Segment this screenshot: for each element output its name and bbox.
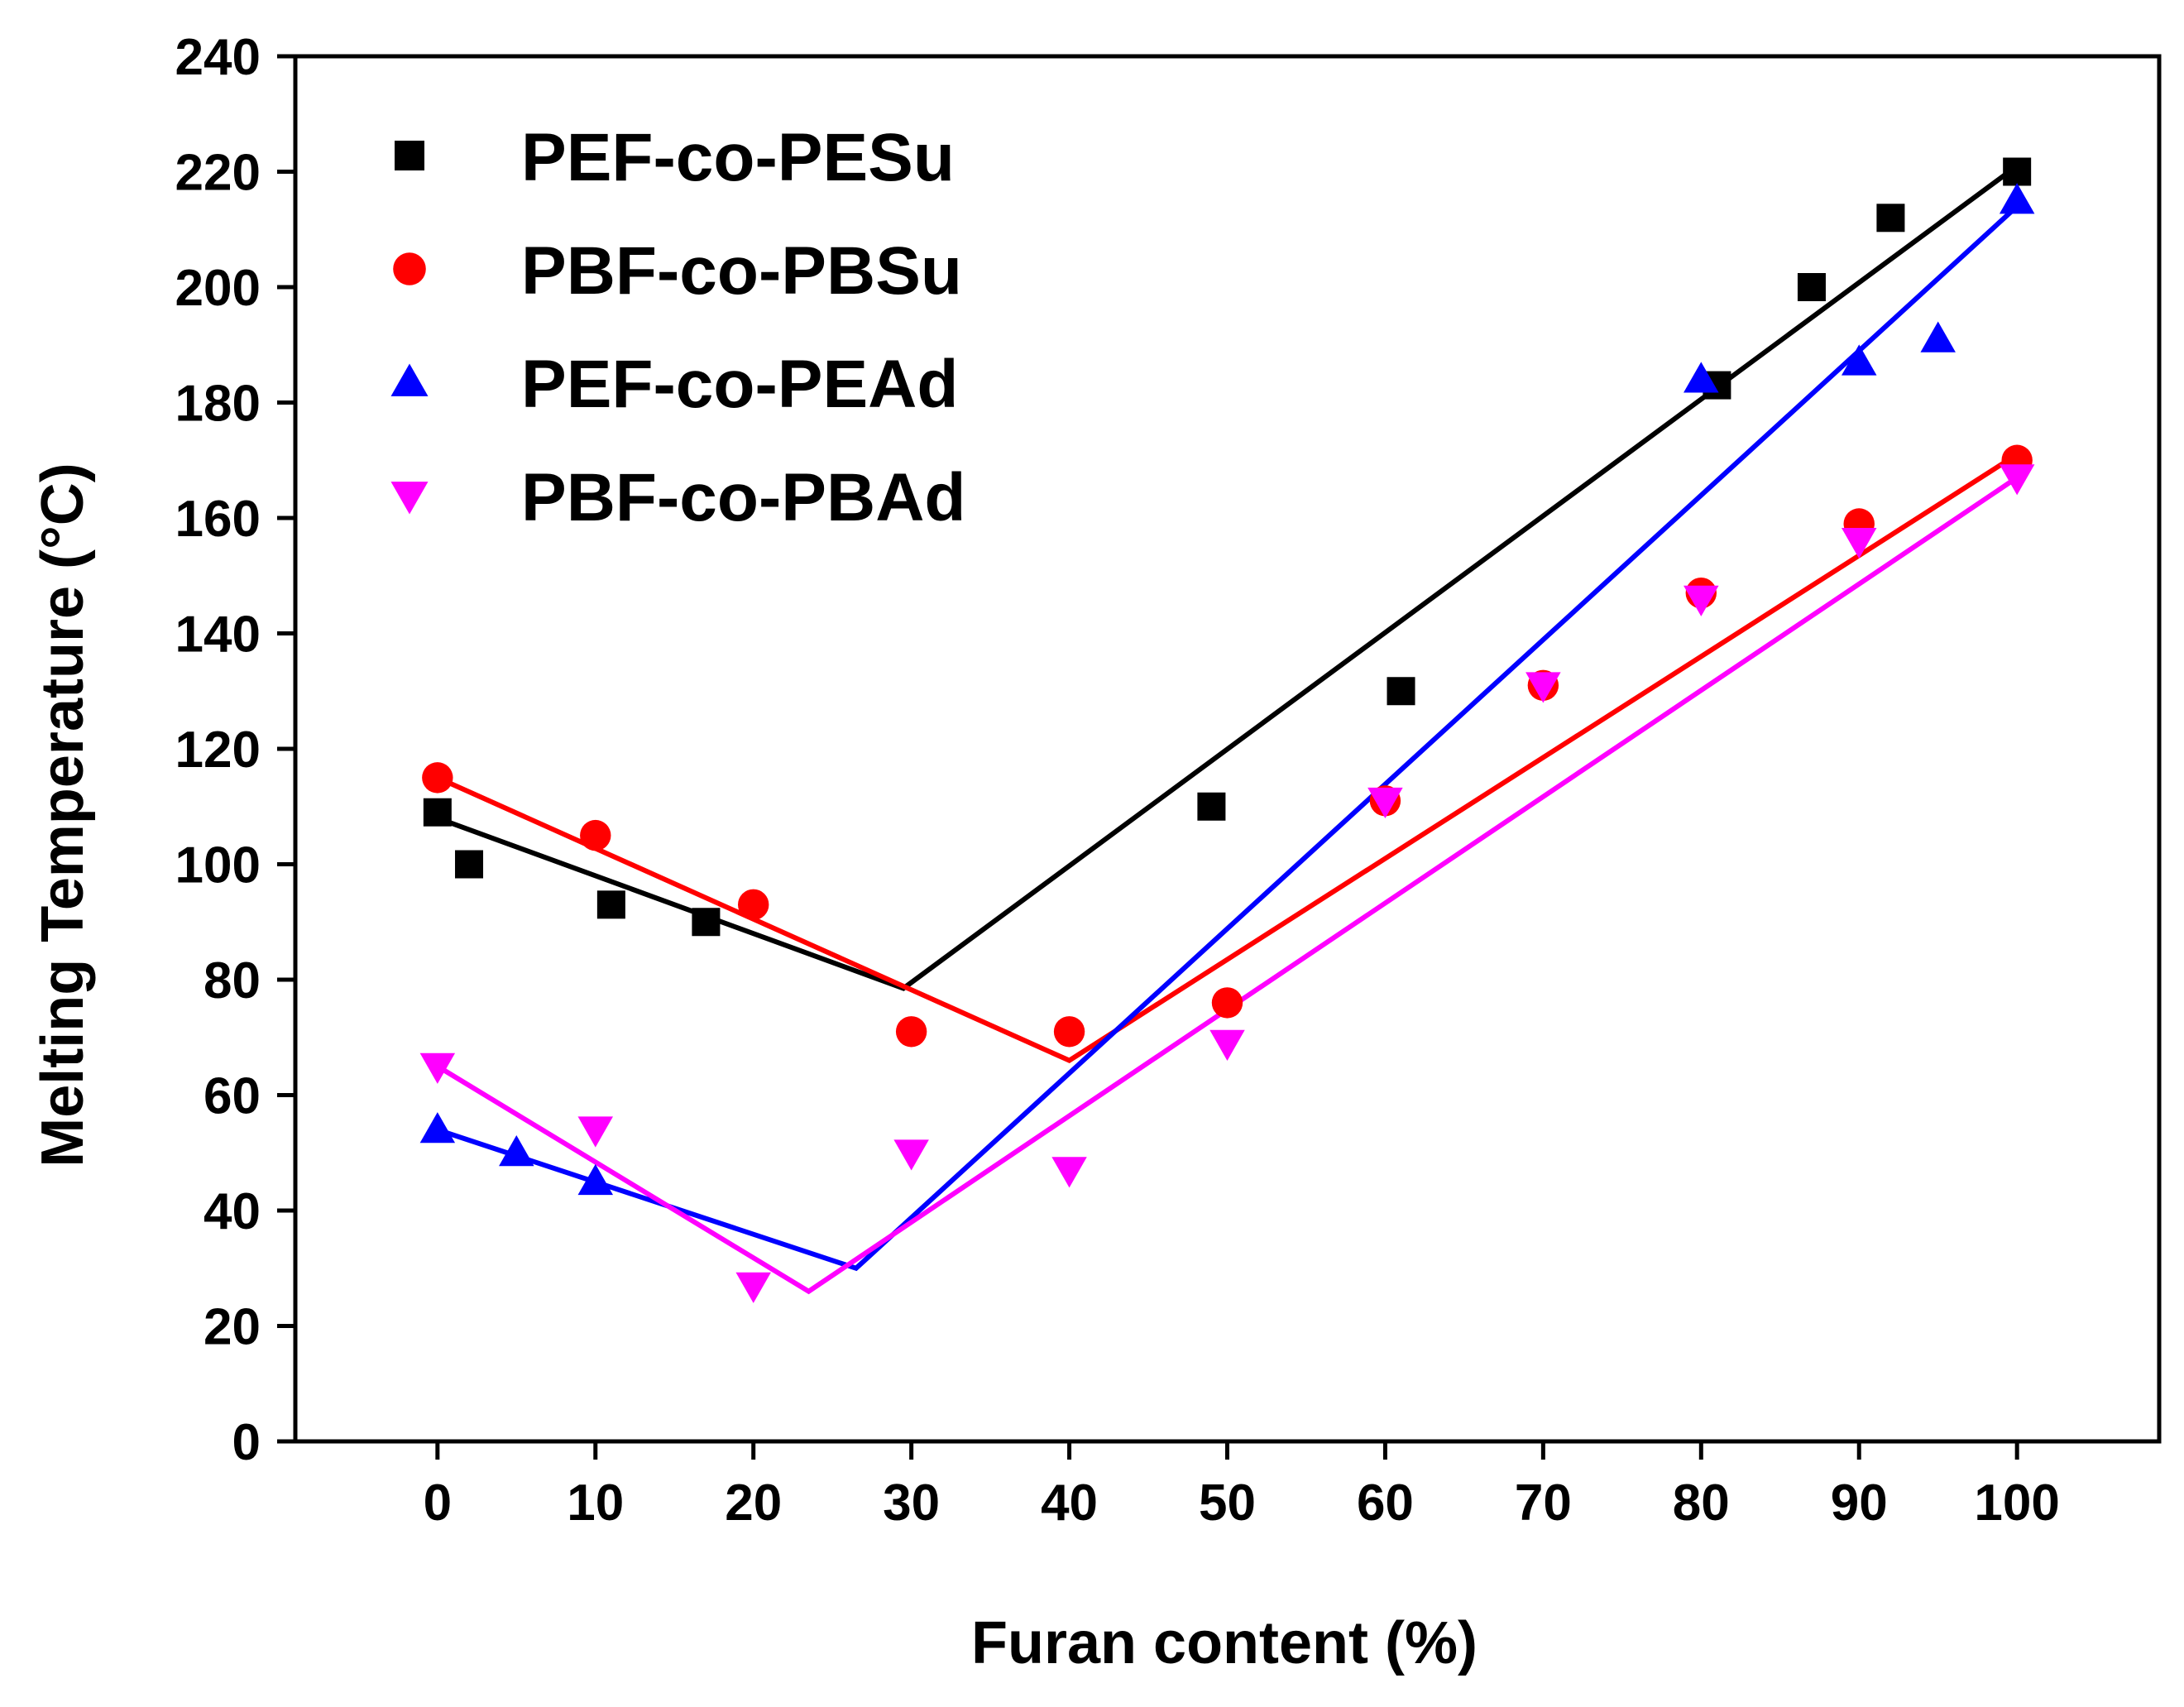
data-point-pbf-co-pbad-8	[1684, 585, 1719, 616]
legend-marker-pbf-co-pbad	[390, 482, 429, 515]
x-tick-label-50: 50	[1199, 1474, 1256, 1532]
x-tick-label-70: 70	[1515, 1474, 1572, 1532]
x-tick-label-60: 60	[1357, 1474, 1414, 1532]
data-point-pbf-co-pbad-9	[1841, 527, 1877, 559]
y-tick-label-160: 160	[175, 491, 261, 548]
data-point-pbf-co-pbad-7	[1525, 672, 1561, 703]
y-tick-label-140: 140	[175, 607, 261, 664]
y-tick-label-220: 220	[175, 145, 261, 202]
y-tick-label-0: 0	[232, 1414, 261, 1471]
data-point-pef-co-pead-1	[499, 1135, 534, 1167]
y-tick-label-240: 240	[175, 29, 261, 86]
data-point-pef-co-pead-2	[577, 1163, 614, 1196]
data-point-pef-co-pesu-2	[596, 890, 625, 919]
data-point-pef-co-pesu-4	[1197, 792, 1226, 821]
data-point-pbf-co-pbsu-4	[1053, 1016, 1085, 1048]
x-tick-label-100: 100	[1974, 1474, 2059, 1532]
data-point-pef-co-pesu-3	[692, 908, 721, 937]
data-point-pef-co-pead-5	[1920, 321, 1956, 352]
y-tick-label-80: 80	[204, 952, 261, 1009]
data-point-pbf-co-pbad-2	[735, 1272, 771, 1303]
x-tick-label-80: 80	[1673, 1474, 1730, 1532]
data-point-pbf-co-pbsu-3	[895, 1016, 927, 1048]
data-point-pbf-co-pbad-3	[893, 1139, 929, 1171]
data-point-pbf-co-pbad-0	[419, 1052, 456, 1084]
data-point-pef-co-pesu-0	[423, 798, 452, 827]
x-tick-label-10: 10	[567, 1474, 624, 1532]
fit-line-pbf-co-pbsu	[436, 452, 2019, 1064]
data-point-pbf-co-pbad-6	[1367, 787, 1403, 819]
legend-marker-pef-co-pesu	[395, 141, 424, 170]
data-point-pbf-co-pbad-5	[1209, 1029, 1245, 1061]
data-point-pef-co-pead-6	[1999, 183, 2035, 214]
data-point-pef-co-pesu-9	[2003, 157, 2032, 186]
y-tick-label-180: 180	[175, 376, 261, 433]
data-point-pef-co-pead-0	[419, 1112, 456, 1144]
data-point-pef-co-pead-4	[1841, 344, 1877, 376]
legend-item-pbf-co-pbsu: PBF-co-PBSu	[393, 233, 962, 309]
data-point-pef-co-pesu-8	[1876, 204, 1905, 233]
data-point-pef-co-pead-3	[1684, 362, 1719, 393]
legend-label-pef-co-pesu: PEF-co-PESu	[521, 120, 955, 195]
data-point-pbf-co-pbsu-5	[1211, 987, 1243, 1019]
x-tick-label-40: 40	[1041, 1474, 1098, 1532]
legend-label-pbf-co-pbad: PBF-co-PBAd	[521, 460, 966, 535]
y-tick-label-20: 20	[204, 1299, 261, 1356]
legend-item-pef-co-pead: PEF-co-PEAd	[390, 347, 958, 422]
legend-item-pef-co-pesu: PEF-co-PESu	[395, 120, 955, 195]
data-point-pbf-co-pbad-1	[577, 1116, 614, 1148]
y-tick-label-120: 120	[175, 722, 261, 779]
data-point-pbf-co-pbsu-1	[580, 819, 611, 851]
data-point-pbf-co-pbad-4	[1051, 1157, 1087, 1188]
legend-marker-pbf-co-pbsu	[393, 252, 426, 285]
legend-label-pef-co-pead: PEF-co-PEAd	[521, 347, 958, 422]
y-tick-label-100: 100	[175, 837, 261, 894]
x-tick-label-90: 90	[1831, 1474, 1888, 1532]
x-tick-label-20: 20	[725, 1474, 782, 1532]
data-point-pef-co-pesu-1	[455, 850, 484, 879]
x-tick-label-30: 30	[883, 1474, 940, 1532]
x-tick-label-0: 0	[424, 1474, 452, 1532]
data-point-pef-co-pesu-7	[1797, 273, 1826, 301]
legend-marker-pef-co-pead	[390, 363, 429, 396]
fit-line-pbf-co-pbad	[436, 475, 2019, 1295]
data-point-pbf-co-pbsu-2	[738, 889, 769, 921]
y-tick-label-60: 60	[204, 1068, 261, 1125]
fit-line-pef-co-pead	[436, 204, 2019, 1272]
y-tick-label-40: 40	[204, 1183, 261, 1240]
y-axis-title: Melting Temperature (°C)	[30, 463, 96, 1168]
data-point-pef-co-pesu-5	[1387, 677, 1415, 706]
data-point-pbf-co-pbad-10	[1999, 464, 2035, 496]
y-tick-label-200: 200	[175, 260, 261, 317]
legend-label-pbf-co-pbsu: PBF-co-PBSu	[521, 233, 962, 309]
data-point-pbf-co-pbsu-0	[422, 762, 453, 794]
legend-item-pbf-co-pbad: PBF-co-PBAd	[390, 460, 966, 535]
x-axis-title: Furan content (%)	[971, 1610, 1478, 1676]
